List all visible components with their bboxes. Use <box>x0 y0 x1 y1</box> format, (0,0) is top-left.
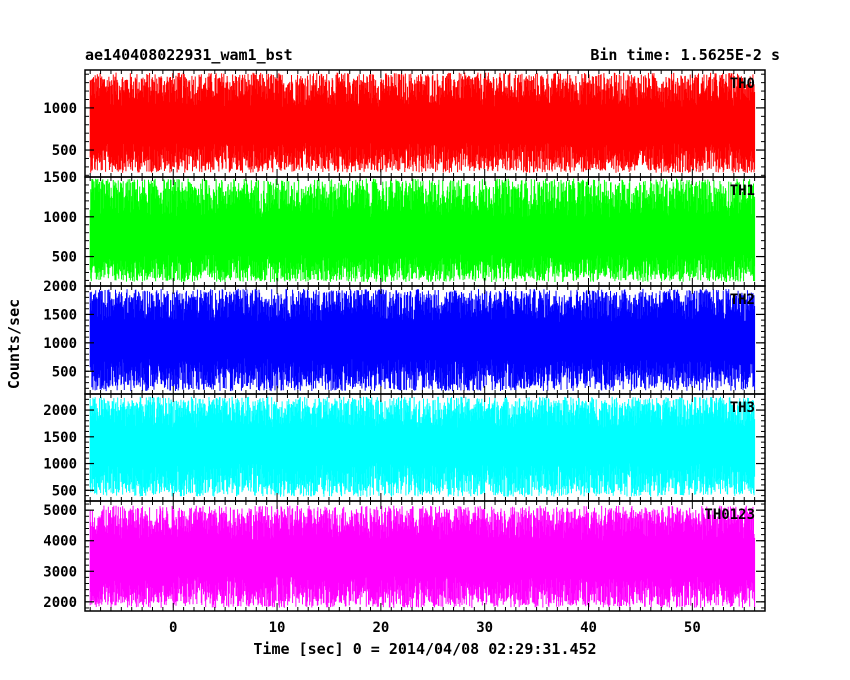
panel-th2: 500 1000 1500 2000 TH2 <box>43 279 766 395</box>
y-tick-label: 1500 <box>43 430 77 446</box>
y-tick-label: 1000 <box>43 101 77 117</box>
panel-frame <box>84 500 766 612</box>
y-tick-label: 2000 <box>43 595 77 611</box>
series-th2 <box>89 288 756 392</box>
panel-label-th2: TH2 <box>730 292 755 308</box>
panel-label-th3: TH3 <box>730 400 755 416</box>
x-tick-label: 40 <box>580 620 597 636</box>
title-right: Bin time: 1.5625E-2 s <box>590 46 780 64</box>
y-tick-label: 2000 <box>43 403 77 419</box>
panel-label-th0123: TH0123 <box>704 507 755 523</box>
x-axis: 0 10 20 30 40 50 <box>169 620 701 636</box>
y-tick-label: 500 <box>52 143 77 159</box>
y-tick-label: 1000 <box>43 336 77 352</box>
panel-label-th1: TH1 <box>730 183 755 199</box>
y-tick-label: 3000 <box>43 564 77 580</box>
y-axis-title: Counts/sec <box>5 299 23 389</box>
y-tick-label: 4000 <box>43 534 77 550</box>
panels-group: 500 1000 TH0 500 1000 1500 TH1 500 1000 1500 2000 T… <box>43 69 766 612</box>
panel-th3: 500 1000 1500 2000 TH3 <box>43 393 766 502</box>
y-tick-label: 2000 <box>43 279 77 295</box>
panel-th0123: 2000 3000 4000 5000 TH0123 <box>43 500 766 612</box>
x-tick-label: 30 <box>476 620 493 636</box>
y-tick-label: 500 <box>52 250 77 266</box>
y-tick-label: 5000 <box>43 503 77 519</box>
panel-th0: 500 1000 TH0 <box>43 69 766 178</box>
y-tick-label: 500 <box>52 364 77 380</box>
x-tick-label: 50 <box>684 620 701 636</box>
title-left: ae140408022931_wam1_bst <box>85 46 293 64</box>
series-th0 <box>89 72 756 173</box>
x-axis-title: Time [sec] 0 = 2014/04/08 02:29:31.452 <box>253 640 596 658</box>
y-tick-label: 1000 <box>43 457 77 473</box>
panel-th1: 500 1000 1500 TH1 <box>43 170 766 287</box>
series-th0123 <box>89 505 756 608</box>
x-tick-label: 10 <box>269 620 286 636</box>
y-tick-label: 1500 <box>43 307 77 323</box>
y-tick-label: 500 <box>52 483 77 499</box>
series-th3 <box>89 396 756 497</box>
x-tick-label: 20 <box>372 620 389 636</box>
y-tick-label: 1000 <box>43 210 77 226</box>
series-th1 <box>89 178 756 282</box>
panel-label-th0: TH0 <box>730 76 755 92</box>
y-tick-label: 1500 <box>43 170 77 186</box>
x-tick-label: 0 <box>169 620 177 636</box>
